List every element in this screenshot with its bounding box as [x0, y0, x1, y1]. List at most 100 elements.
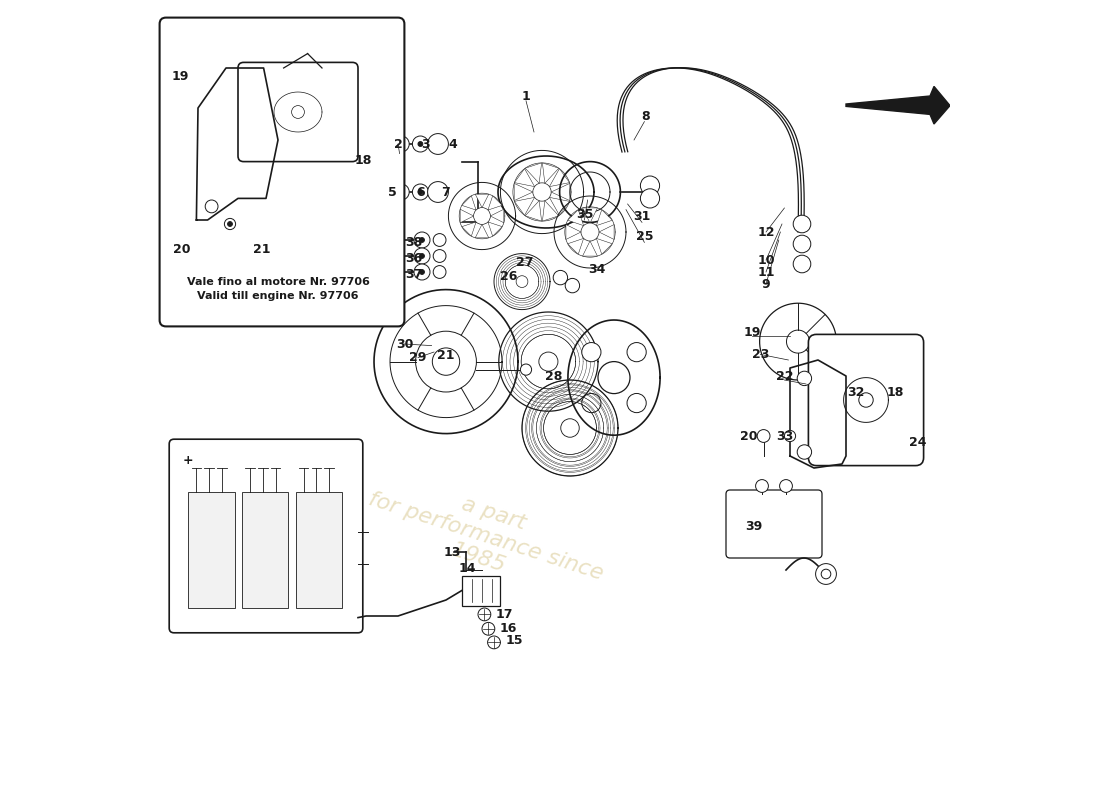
Polygon shape: [514, 183, 532, 201]
Text: 28: 28: [546, 370, 563, 382]
Polygon shape: [565, 225, 581, 239]
Text: 24: 24: [910, 436, 926, 449]
Circle shape: [798, 371, 812, 386]
Text: 18: 18: [887, 386, 904, 398]
Circle shape: [598, 362, 630, 394]
Polygon shape: [515, 198, 535, 215]
Circle shape: [780, 480, 792, 493]
Circle shape: [228, 222, 232, 226]
Circle shape: [418, 190, 422, 194]
Polygon shape: [488, 222, 503, 236]
Circle shape: [582, 342, 601, 362]
Circle shape: [565, 278, 580, 293]
Text: +: +: [183, 454, 194, 467]
Circle shape: [516, 276, 528, 287]
Circle shape: [428, 182, 449, 202]
Polygon shape: [462, 222, 476, 236]
Text: 23: 23: [751, 348, 769, 361]
Circle shape: [798, 445, 812, 459]
Text: 2: 2: [394, 138, 403, 150]
Text: 34: 34: [587, 263, 605, 276]
Polygon shape: [549, 198, 570, 215]
FancyBboxPatch shape: [726, 490, 822, 558]
Text: 14: 14: [459, 562, 476, 574]
Polygon shape: [542, 163, 559, 183]
Text: 38: 38: [406, 236, 422, 249]
Circle shape: [419, 238, 425, 242]
Circle shape: [393, 136, 409, 152]
Polygon shape: [542, 201, 559, 221]
Text: 32: 32: [847, 386, 865, 398]
Text: 19: 19: [744, 326, 761, 338]
Polygon shape: [462, 196, 476, 210]
Circle shape: [428, 134, 449, 154]
Text: 16: 16: [499, 622, 517, 634]
Circle shape: [418, 142, 422, 146]
Text: 26: 26: [499, 270, 517, 282]
Text: 7: 7: [441, 186, 450, 198]
Bar: [188, 492, 234, 608]
Bar: [462, 576, 501, 606]
Circle shape: [553, 270, 568, 285]
Circle shape: [478, 608, 491, 621]
Circle shape: [793, 255, 811, 273]
Text: 35: 35: [575, 208, 593, 221]
Text: 37: 37: [405, 268, 422, 281]
Polygon shape: [568, 210, 584, 226]
Polygon shape: [600, 225, 614, 239]
Circle shape: [784, 430, 795, 442]
Text: 20: 20: [739, 430, 757, 442]
Circle shape: [627, 394, 646, 413]
Circle shape: [414, 232, 430, 248]
Circle shape: [419, 270, 425, 274]
Circle shape: [292, 106, 305, 118]
Text: 3: 3: [421, 138, 430, 150]
Text: 4: 4: [448, 138, 456, 150]
Polygon shape: [515, 169, 535, 186]
Circle shape: [206, 200, 218, 213]
Text: 9: 9: [761, 278, 770, 290]
Text: 33: 33: [776, 430, 793, 442]
Circle shape: [756, 480, 769, 493]
Circle shape: [224, 218, 235, 230]
Text: 19: 19: [172, 70, 189, 82]
Circle shape: [393, 184, 409, 200]
Circle shape: [419, 254, 425, 258]
Circle shape: [487, 636, 500, 649]
Text: 11: 11: [757, 266, 774, 278]
Circle shape: [432, 348, 460, 375]
Circle shape: [859, 393, 873, 407]
Circle shape: [412, 184, 428, 200]
Circle shape: [640, 176, 660, 195]
Text: 21: 21: [253, 243, 271, 256]
Text: 22: 22: [776, 370, 793, 382]
Polygon shape: [475, 224, 488, 238]
Circle shape: [532, 183, 551, 201]
Text: a part
for performance since
1985: a part for performance since 1985: [359, 466, 613, 606]
Text: 1: 1: [521, 90, 530, 102]
Text: 17: 17: [496, 608, 513, 621]
Circle shape: [520, 364, 531, 375]
Text: 15: 15: [505, 634, 522, 646]
Circle shape: [582, 394, 601, 413]
Circle shape: [412, 136, 428, 152]
Text: 39: 39: [746, 520, 762, 533]
Circle shape: [474, 208, 491, 224]
Polygon shape: [525, 201, 541, 221]
Text: 12: 12: [757, 226, 774, 238]
Polygon shape: [596, 238, 613, 254]
Text: 8: 8: [641, 110, 650, 122]
Circle shape: [433, 250, 446, 262]
Polygon shape: [460, 210, 474, 222]
Circle shape: [482, 622, 495, 635]
Polygon shape: [568, 238, 584, 254]
Polygon shape: [551, 183, 570, 201]
Circle shape: [399, 142, 404, 146]
FancyBboxPatch shape: [160, 18, 405, 326]
Text: 20: 20: [174, 243, 190, 256]
Text: 30: 30: [396, 338, 414, 350]
Polygon shape: [491, 210, 504, 222]
Circle shape: [822, 570, 830, 579]
Text: 6: 6: [416, 186, 425, 198]
FancyBboxPatch shape: [808, 334, 924, 466]
